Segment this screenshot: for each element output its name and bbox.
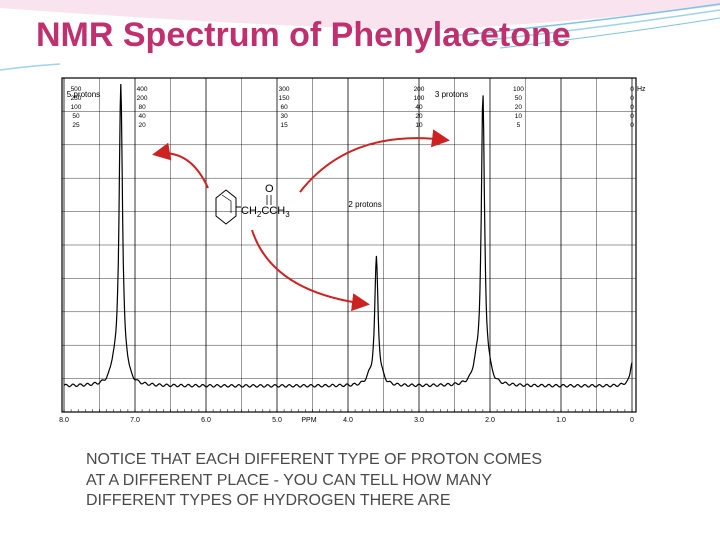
x-tick-label: 8.0: [59, 417, 69, 424]
arrow-to-aromatic-peak: [152, 142, 209, 189]
top-scale-value: 10: [415, 122, 423, 129]
top-scale-value: 400: [137, 86, 148, 93]
x-axis-label: PPM: [301, 417, 316, 424]
top-scale-unit-label: Hz: [637, 86, 646, 93]
arrow-to-methylene-peak: [251, 229, 370, 312]
top-scale-value: 80: [138, 104, 146, 111]
side-chain-formula: CH2CCH3: [241, 205, 290, 219]
top-hz-scales: 5002501005025400200804020300150603015200…: [71, 86, 635, 129]
top-scale-value: 150: [279, 95, 290, 102]
slide-title: NMR Spectrum of Phenylacetone: [36, 16, 571, 54]
benzene-ring: [215, 189, 237, 225]
top-scale-value: 25: [72, 122, 80, 129]
peak-label: 3 protons: [435, 90, 468, 99]
top-scale-value: 40: [138, 113, 146, 120]
caption-line: DIFFERENT TYPES OF HYDROGEN THERE ARE: [86, 492, 451, 509]
carbonyl-oxygen: O: [265, 183, 274, 195]
x-axis-tick-labels: 8.0 7.0 6.0 5.0 4.0 3.0 2.0 1.0 0: [59, 417, 634, 424]
x-tick-label: 5.0: [272, 417, 282, 424]
top-scale-value: 5: [517, 122, 521, 129]
top-scale-value: 100: [71, 104, 82, 111]
top-scale-value: 0: [630, 122, 634, 129]
x-tick-label: 7.0: [130, 417, 140, 424]
top-scale-value: 30: [280, 113, 288, 120]
x-tick-label: 1.0: [556, 417, 566, 424]
top-scale-value: 300: [279, 86, 290, 93]
phenylacetone-structure: O CH2CCH3: [215, 183, 290, 225]
top-scale-value: 20: [138, 122, 146, 129]
x-tick-label: 6.0: [201, 417, 211, 424]
benzene-inner-bonds: [221, 194, 232, 213]
title-decoration: [0, 0, 720, 71]
peak-labels: 5 protons 2 protons 3 protons: [67, 90, 468, 209]
top-scale-value: 200: [137, 95, 148, 102]
top-scale-value: 50: [515, 95, 523, 102]
top-scale-value: 100: [414, 95, 425, 102]
peak-label: 2 protons: [348, 200, 381, 209]
peak-label: 5 protons: [67, 90, 100, 99]
caption-line: AT A DIFFERENT PLACE - YOU CAN TELL HOW …: [86, 471, 493, 489]
top-scale-value: 0: [630, 104, 634, 111]
top-scale-value: 60: [280, 104, 288, 111]
top-scale-value: 15: [280, 122, 288, 129]
top-scale-value: 500: [71, 86, 82, 93]
top-scale-value: 0: [630, 86, 634, 93]
x-tick-label: 2.0: [485, 417, 495, 424]
top-scale-value: 40: [415, 104, 423, 111]
x-tick-label: 4.0: [343, 417, 353, 424]
top-scale-value: 20: [515, 104, 523, 111]
top-scale-value: 0: [630, 113, 634, 120]
caption: NOTICE THAT EACH DIFFERENT TYPE OF PROTO…: [86, 450, 686, 512]
top-scale-value: 200: [414, 86, 425, 93]
top-scale-value: 100: [513, 86, 524, 93]
arrow-to-methyl-peak: [299, 129, 450, 193]
spectrum-trace: [63, 83, 633, 388]
top-scale-value: 10: [515, 113, 523, 120]
top-scale-value: 50: [72, 113, 80, 120]
caption-line: NOTICE THAT EACH DIFFERENT TYPE OF PROTO…: [86, 451, 543, 468]
top-scale-value: 0: [630, 95, 634, 102]
x-tick-label: 3.0: [414, 417, 424, 424]
top-scale-value: 250: [71, 95, 82, 102]
top-scale-value: 20: [415, 113, 423, 120]
x-tick-label: 0: [630, 417, 634, 424]
nmr-spectrum-chart: 5002501005025400200804020300150603015200…: [59, 77, 646, 424]
chart-grid: [62, 78, 636, 412]
